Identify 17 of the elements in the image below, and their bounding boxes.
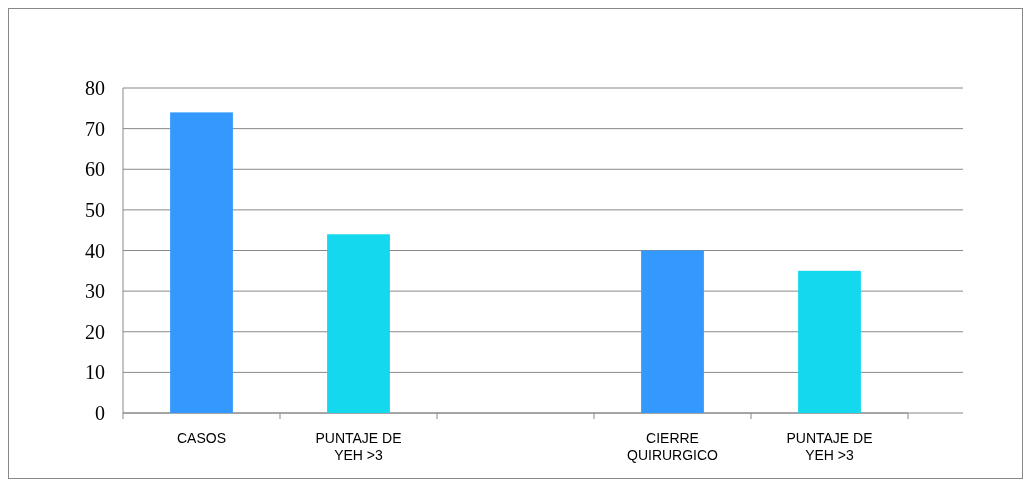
y-tick-label: 20 xyxy=(85,320,105,343)
bar xyxy=(798,270,861,413)
x-tick-label: CIERRE QUIRURGICO xyxy=(627,430,719,463)
x-tick-label: CASOS xyxy=(176,430,227,446)
bar xyxy=(327,234,390,413)
bar xyxy=(170,112,233,413)
bar xyxy=(641,250,704,413)
y-tick-label: 30 xyxy=(85,280,105,303)
y-tick-label: 0 xyxy=(95,402,105,424)
x-tick-label: PUNTAJE DE YEH >3 xyxy=(315,430,402,463)
y-tick-label: 80 xyxy=(85,77,105,99)
y-tick-label: 50 xyxy=(85,198,105,221)
y-tick-label: 60 xyxy=(85,158,105,181)
y-tick-label: 10 xyxy=(85,361,105,384)
y-tick-label: 70 xyxy=(85,117,105,140)
y-tick-label: 40 xyxy=(85,239,105,262)
x-tick-label: PUNTAJE DE YEH >3 xyxy=(786,430,873,463)
